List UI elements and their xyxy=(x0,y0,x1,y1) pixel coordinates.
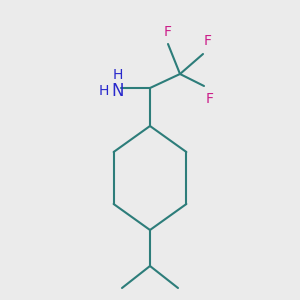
Text: F: F xyxy=(206,92,214,106)
Text: N: N xyxy=(112,82,124,100)
Text: H: H xyxy=(99,84,109,98)
Text: H: H xyxy=(113,68,123,82)
Text: F: F xyxy=(164,25,172,39)
Text: F: F xyxy=(204,34,212,48)
